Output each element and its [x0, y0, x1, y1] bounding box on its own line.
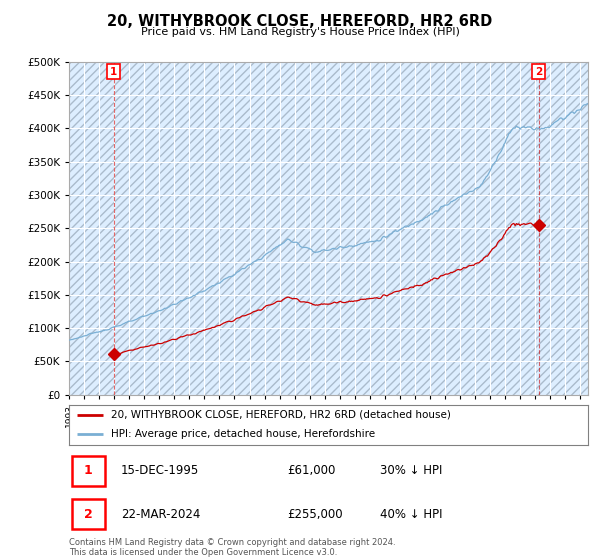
Text: £255,000: £255,000	[287, 507, 343, 521]
Text: Contains HM Land Registry data © Crown copyright and database right 2024.
This d: Contains HM Land Registry data © Crown c…	[69, 538, 395, 557]
Text: 30% ↓ HPI: 30% ↓ HPI	[380, 464, 443, 478]
Text: 20, WITHYBROOK CLOSE, HEREFORD, HR2 6RD: 20, WITHYBROOK CLOSE, HEREFORD, HR2 6RD	[107, 14, 493, 29]
Text: 20, WITHYBROOK CLOSE, HEREFORD, HR2 6RD (detached house): 20, WITHYBROOK CLOSE, HEREFORD, HR2 6RD …	[110, 410, 451, 420]
Text: 15-DEC-1995: 15-DEC-1995	[121, 464, 199, 478]
Text: 1: 1	[84, 464, 92, 478]
Text: 1: 1	[110, 67, 117, 77]
FancyBboxPatch shape	[71, 456, 106, 486]
Text: 40% ↓ HPI: 40% ↓ HPI	[380, 507, 443, 521]
Text: 2: 2	[535, 67, 542, 77]
Text: 2: 2	[84, 507, 92, 521]
Text: Price paid vs. HM Land Registry's House Price Index (HPI): Price paid vs. HM Land Registry's House …	[140, 27, 460, 37]
Text: HPI: Average price, detached house, Herefordshire: HPI: Average price, detached house, Here…	[110, 430, 374, 439]
Text: £61,000: £61,000	[287, 464, 335, 478]
Text: 22-MAR-2024: 22-MAR-2024	[121, 507, 200, 521]
FancyBboxPatch shape	[71, 499, 106, 529]
